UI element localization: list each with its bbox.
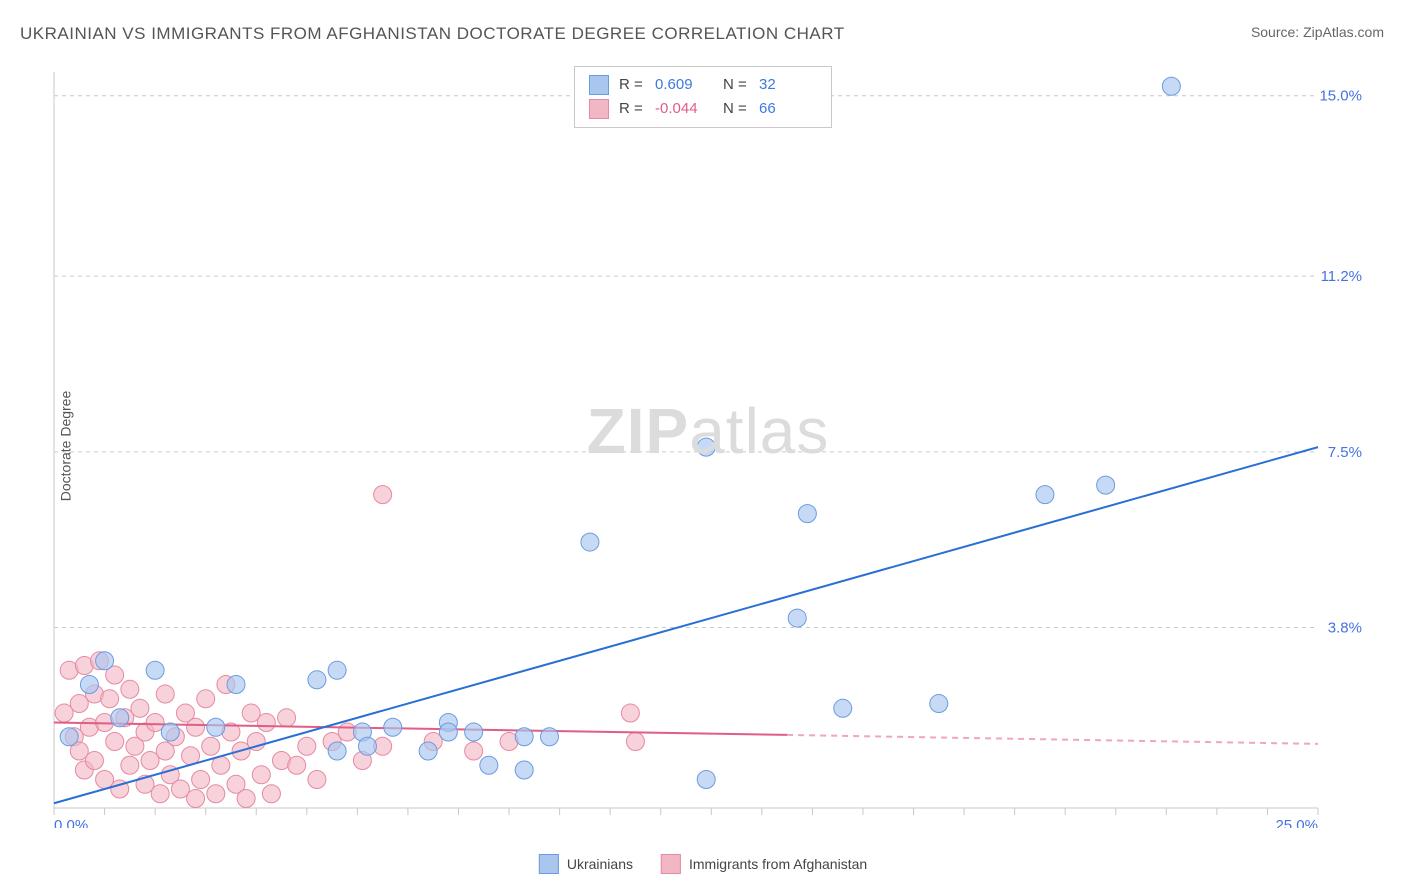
- stats-legend: R = 0.609 N = 32 R = -0.044 N = 66: [574, 66, 832, 128]
- swatch-ukrainians: [589, 75, 609, 95]
- stats-row-afghan: R = -0.044 N = 66: [589, 97, 817, 121]
- swatch-ukrainians-icon: [539, 854, 559, 874]
- svg-text:25.0%: 25.0%: [1275, 817, 1318, 828]
- plot-area: 3.8%7.5%11.2%15.0%0.0%25.0% ZIPatlas: [48, 64, 1368, 828]
- source-attribution: Source: ZipAtlas.com: [1251, 24, 1384, 40]
- legend-label-ukrainians: Ukrainians: [567, 856, 633, 872]
- stats-row-ukrainians: R = 0.609 N = 32: [589, 73, 817, 97]
- svg-text:3.8%: 3.8%: [1328, 620, 1362, 637]
- svg-text:0.0%: 0.0%: [54, 817, 88, 828]
- swatch-afghan: [589, 99, 609, 119]
- legend-item-afghan: Immigrants from Afghanistan: [661, 854, 867, 874]
- chart-title: UKRAINIAN VS IMMIGRANTS FROM AFGHANISTAN…: [20, 24, 845, 44]
- svg-text:15.0%: 15.0%: [1319, 88, 1362, 105]
- r-label: R =: [619, 73, 645, 97]
- n-label: N =: [723, 97, 749, 121]
- svg-text:7.5%: 7.5%: [1328, 444, 1362, 461]
- series-legend: Ukrainians Immigrants from Afghanistan: [539, 854, 867, 874]
- swatch-afghan-icon: [661, 854, 681, 874]
- source-label: Source:: [1251, 24, 1299, 40]
- n-value-ukrainians: 32: [759, 73, 817, 97]
- chart-container: UKRAINIAN VS IMMIGRANTS FROM AFGHANISTAN…: [0, 0, 1406, 892]
- r-value-afghan: -0.044: [655, 97, 713, 121]
- r-label: R =: [619, 97, 645, 121]
- svg-text:11.2%: 11.2%: [1321, 268, 1362, 285]
- legend-item-ukrainians: Ukrainians: [539, 854, 633, 874]
- legend-label-afghan: Immigrants from Afghanistan: [689, 856, 867, 872]
- scatter-svg: 3.8% 7.5% 11.2% 15.0% 0.0% 25.0%: [48, 64, 1368, 828]
- r-value-ukrainians: 0.609: [655, 73, 713, 97]
- source-value: ZipAtlas.com: [1303, 24, 1384, 40]
- n-label: N =: [723, 73, 749, 97]
- n-value-afghan: 66: [759, 97, 817, 121]
